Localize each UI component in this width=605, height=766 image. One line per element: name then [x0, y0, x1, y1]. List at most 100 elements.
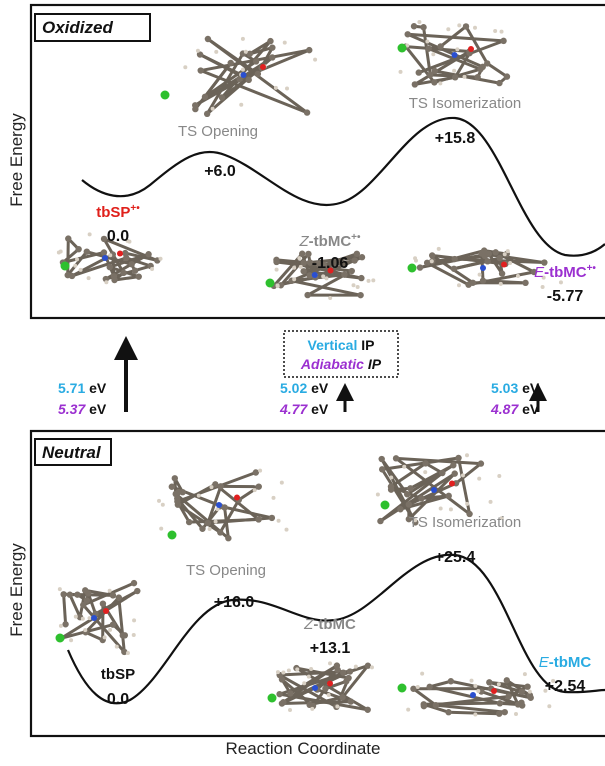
ip-value: 5.37 [58, 401, 86, 417]
hydrogen [465, 502, 469, 506]
nitrogen [431, 487, 437, 493]
hydrogen [157, 499, 161, 503]
hydrogen [506, 249, 510, 253]
hydrogen [108, 628, 112, 632]
chlorine [408, 264, 417, 273]
atom [365, 707, 371, 713]
hydrogen [79, 268, 83, 272]
hydrogen [328, 661, 332, 665]
state-name: -tbMC [549, 654, 592, 671]
atom [429, 252, 435, 258]
legend-ip: IP [368, 356, 382, 372]
page: { "oxidized": { "title": "Oxidized", "y_… [0, 0, 605, 761]
ts-label: TS Isomerization [409, 95, 522, 112]
atom [412, 81, 418, 87]
atom [446, 493, 452, 499]
hydrogen [328, 296, 332, 300]
hydrogen [461, 473, 465, 477]
atom [496, 710, 502, 716]
hydrogen [389, 476, 393, 480]
atom [418, 495, 424, 501]
ip-value: 5.02 [280, 380, 307, 396]
atom [74, 591, 80, 597]
hydrogen [299, 265, 303, 269]
hydrogen [439, 506, 443, 510]
legend-vertical: Vertical [308, 337, 358, 353]
hydrogen [371, 278, 375, 282]
hydrogen [327, 693, 331, 697]
energy-label: +2.54 [545, 678, 586, 695]
y-axis-label: Free Energy [7, 543, 26, 637]
atom [463, 23, 469, 29]
hydrogen [310, 707, 314, 711]
hydrogen [73, 264, 77, 268]
atom [82, 587, 88, 593]
hydrogen [449, 507, 453, 511]
hydrogen [241, 37, 245, 41]
atom [452, 470, 458, 476]
hydrogen [214, 50, 218, 54]
atom [84, 597, 90, 603]
atom [60, 591, 66, 597]
hydrogen [159, 257, 163, 261]
atom [358, 275, 364, 281]
hydrogen [239, 103, 243, 107]
legend-ip: IP [361, 337, 374, 353]
hydrogen [497, 682, 501, 686]
hydrogen [258, 469, 262, 473]
hydrogen [108, 589, 112, 593]
atom [253, 469, 259, 475]
hydrogen [288, 708, 292, 712]
ip-vertical: 5.03 eV [491, 380, 540, 396]
atom [420, 24, 426, 30]
ip-unit: eV [89, 380, 107, 396]
oxygen [501, 262, 507, 268]
hydrogen [437, 247, 441, 251]
nitrogen [452, 52, 458, 58]
atom [481, 247, 487, 253]
hydrogen [74, 615, 78, 619]
molecule [398, 20, 511, 88]
nitrogen [102, 255, 108, 261]
hydrogen [514, 712, 518, 716]
atom [175, 489, 181, 495]
chlorine [268, 694, 277, 703]
bond [466, 26, 487, 63]
atom [379, 466, 385, 472]
atom [334, 662, 340, 668]
hydrogen [108, 253, 112, 257]
hydrogen [285, 528, 289, 532]
oxygen [260, 64, 266, 70]
figure: Oxidized Free Energy TS Opening +6.0 TS … [0, 0, 605, 761]
atom [492, 249, 498, 255]
chlorine [381, 501, 390, 510]
hydrogen [547, 704, 551, 708]
ip-adiabatic: 4.87 eV [490, 401, 540, 417]
atom [343, 678, 349, 684]
atom [455, 455, 461, 461]
y-axis-label: Free Energy [7, 113, 26, 207]
atom [407, 485, 413, 491]
hydrogen [455, 47, 459, 51]
hydrogen [376, 493, 380, 497]
chlorine [61, 262, 70, 271]
atom [174, 498, 180, 504]
atom [253, 58, 259, 64]
atom [437, 43, 443, 49]
atom [269, 54, 275, 60]
atom [145, 251, 151, 257]
hydrogen [417, 20, 421, 24]
hydrogen [352, 283, 356, 287]
bond [487, 63, 507, 76]
oxygen [491, 688, 497, 694]
atom [341, 271, 347, 277]
atom [225, 535, 231, 541]
atom [427, 72, 433, 78]
hydrogen [489, 500, 493, 504]
state-charge: +• [351, 232, 361, 243]
atom [448, 678, 454, 684]
atom [192, 106, 198, 112]
hydrogen [399, 70, 403, 74]
hydrogen [253, 488, 257, 492]
atom [205, 36, 211, 42]
